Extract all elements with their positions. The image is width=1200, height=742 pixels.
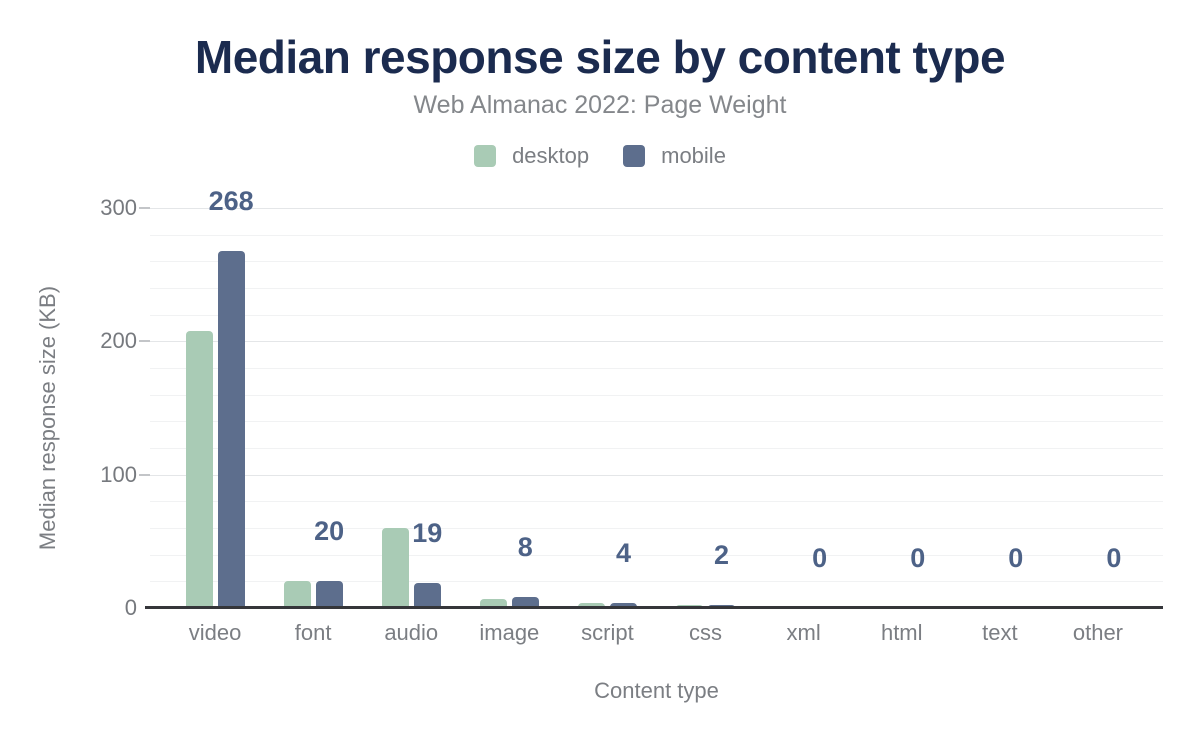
data-label-text: 0 [1008, 543, 1024, 573]
bar-desktop-image [479, 598, 507, 608]
y-tick-mark [139, 340, 150, 343]
gridline-minor [150, 261, 1163, 262]
gridline-minor [150, 368, 1163, 369]
data-label-html: 0 [910, 543, 926, 573]
gridline-major [150, 208, 1163, 209]
legend-label-desktop: desktop [512, 143, 590, 168]
y-tick-label: 200 [100, 328, 137, 354]
bar-mobile-image [511, 597, 539, 608]
y-tick-label: 100 [100, 461, 137, 487]
data-label-css: 2 [713, 540, 730, 571]
data-label-audio: 19 [412, 517, 443, 548]
x-category-label-xml: xml [786, 620, 821, 645]
legend-swatch-mobile [623, 145, 646, 167]
gridline-minor [150, 501, 1163, 502]
legend-item-mobile: mobile [623, 143, 726, 169]
bar-desktop-audio [381, 528, 409, 608]
bar-mobile-script [610, 602, 637, 608]
x-category-label-font: font [294, 620, 332, 645]
bar-desktop-video [185, 330, 213, 608]
chart-title: Median response size by content type [194, 31, 1006, 83]
data-label-xml: 0 [812, 543, 828, 573]
x-category-label-script: script [581, 620, 634, 645]
x-category-label-image: image [479, 620, 540, 645]
bar-desktop-font [283, 581, 311, 608]
gridline-minor [150, 555, 1163, 556]
y-tick-mark [139, 207, 150, 209]
x-category-label-other: other [1072, 620, 1124, 645]
y-tick-mark [139, 473, 150, 476]
gridline-major [150, 341, 1163, 342]
bar-desktop-script [578, 602, 605, 608]
bar-mobile-font [315, 581, 343, 608]
gridline-minor [150, 448, 1163, 449]
bar-mobile-video [217, 250, 245, 608]
data-label-other: 0 [1106, 543, 1122, 573]
data-label-image: 8 [517, 532, 533, 563]
x-axis-title: Content type [594, 678, 719, 703]
y-tick-label: 300 [100, 195, 137, 220]
x-category-label-audio: audio [384, 620, 439, 645]
gridline-minor [150, 235, 1163, 236]
legend-item-desktop: desktop [474, 143, 589, 169]
legend: desktop mobile [0, 143, 1200, 169]
bar-mobile-audio [413, 582, 441, 608]
x-category-label-html: html [880, 620, 923, 645]
x-category-label-text: text [982, 620, 1018, 645]
y-tick-label: 0 [124, 595, 137, 620]
gridline-minor [150, 528, 1163, 529]
x-axis-line [145, 606, 1163, 609]
legend-label-mobile: mobile [661, 143, 726, 168]
gridline-minor [150, 581, 1163, 582]
gridline-major [150, 475, 1163, 476]
x-category-label-css: css [689, 620, 723, 645]
x-category-label-video: video [188, 620, 242, 645]
data-label-font: 20 [314, 516, 345, 547]
data-label-script: 4 [615, 537, 632, 568]
gridline-minor [150, 288, 1163, 289]
gridline-minor [150, 315, 1163, 316]
gridline-minor [150, 421, 1163, 422]
gridline-minor [150, 395, 1163, 396]
legend-swatch-desktop [474, 145, 497, 167]
data-label-video: 268 [208, 185, 254, 216]
chart-subtitle: Web Almanac 2022: Page Weight [413, 91, 787, 119]
